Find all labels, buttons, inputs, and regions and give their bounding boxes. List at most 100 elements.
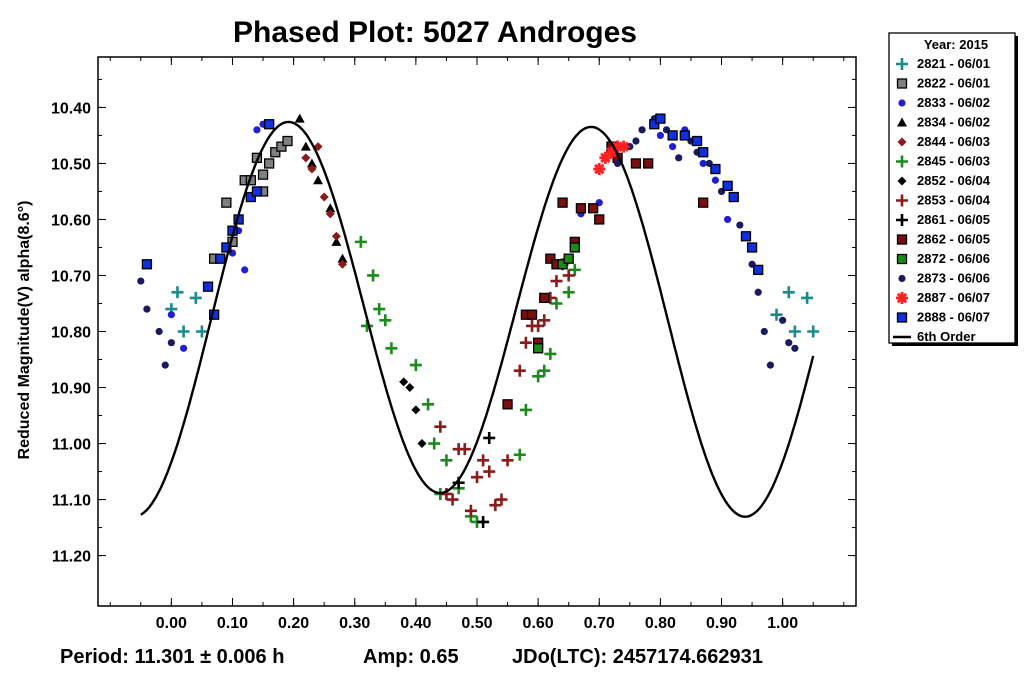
fit-curve <box>140 120 815 518</box>
data-point <box>253 126 261 134</box>
legend-fit-label: 6th Order <box>917 329 976 344</box>
data-point <box>698 147 709 158</box>
data-point <box>264 119 275 130</box>
data-point <box>655 113 666 124</box>
data-point <box>728 191 739 203</box>
legend-entry: 2888 - 06/07 <box>917 310 990 325</box>
data-point <box>550 275 563 288</box>
legend-entry: 2861 - 06/05 <box>917 212 990 227</box>
series-2887 <box>593 140 630 176</box>
data-point <box>276 141 287 152</box>
y-tick-label: 10.60 <box>51 212 91 229</box>
data-point <box>649 119 660 130</box>
y-tick-label: 10.50 <box>51 156 91 173</box>
series-2862 <box>502 141 709 410</box>
data-point <box>422 398 435 411</box>
data-point <box>667 130 678 141</box>
data-point <box>307 164 317 174</box>
x-tick-label: 0.90 <box>706 615 737 632</box>
data-point <box>143 305 151 313</box>
series-2852 <box>399 377 427 449</box>
y-tick-label: 11.20 <box>52 549 91 566</box>
data-point <box>669 143 677 151</box>
data-point <box>617 140 630 153</box>
y-tick-label: 10.90 <box>51 381 91 398</box>
x-tick-label: 0.30 <box>339 615 370 632</box>
data-point <box>409 359 422 372</box>
data-point <box>202 281 214 292</box>
data-point <box>489 499 502 512</box>
data-point <box>294 113 305 123</box>
data-point <box>502 399 513 410</box>
data-point <box>477 454 490 467</box>
data-point <box>638 126 646 134</box>
data-point <box>313 175 324 185</box>
legend-marker <box>898 274 906 283</box>
data-point <box>724 215 732 224</box>
data-point <box>753 264 764 276</box>
data-point <box>464 504 477 517</box>
data-point <box>167 311 175 319</box>
data-point <box>782 286 795 299</box>
data-point <box>532 319 545 332</box>
data-point <box>257 169 269 180</box>
legend-marker <box>896 155 908 168</box>
data-point <box>611 140 624 153</box>
data-point <box>563 253 574 264</box>
data-point <box>171 286 184 299</box>
data-point <box>562 286 575 299</box>
data-point <box>599 151 612 164</box>
data-point <box>791 344 799 352</box>
data-point <box>373 303 386 316</box>
data-point <box>699 159 707 168</box>
legend-entry: 2887 - 06/07 <box>917 290 990 305</box>
data-point <box>354 235 367 248</box>
data-point <box>428 437 441 450</box>
y-tick-label: 10.40 <box>51 100 91 117</box>
data-point <box>801 291 814 304</box>
legend-marker <box>897 176 907 186</box>
footer-amplitude: Amp: 0.65 <box>363 646 459 668</box>
legend-entry: 2821 - 06/01 <box>917 56 990 71</box>
x-tick-label: 0.70 <box>584 615 615 632</box>
data-point <box>379 314 392 327</box>
data-point <box>338 259 348 269</box>
data-point <box>594 214 605 225</box>
legend-title: Year: 2015 <box>924 37 988 52</box>
data-point <box>221 242 232 253</box>
data-point <box>477 515 490 528</box>
chart-title: Phased Plot: 5027 Androges <box>233 16 637 49</box>
data-point <box>760 327 768 336</box>
data-point <box>557 197 568 208</box>
data-point <box>587 203 599 214</box>
data-point <box>740 231 752 242</box>
legend-box <box>888 32 1016 344</box>
data-point <box>544 347 557 360</box>
data-point <box>215 253 226 264</box>
legend-marker <box>896 312 908 323</box>
x-tick-label: 0.20 <box>278 615 309 632</box>
legend-marker <box>897 137 907 147</box>
data-point <box>195 325 208 338</box>
data-point <box>568 263 581 276</box>
series-2834 <box>294 113 348 263</box>
data-point <box>785 339 793 347</box>
data-point <box>141 259 153 270</box>
data-point <box>483 431 496 444</box>
legend-entry: 2873 - 06/06 <box>917 271 990 286</box>
data-point <box>722 180 733 191</box>
data-points <box>137 113 820 528</box>
y-tick-label: 10.70 <box>51 268 91 285</box>
data-point <box>417 439 427 449</box>
data-point <box>189 291 202 304</box>
data-point <box>538 364 551 377</box>
series-2833 <box>167 120 732 352</box>
series-2821 <box>165 286 820 338</box>
data-point <box>325 203 336 213</box>
data-point <box>337 253 348 263</box>
series-2872 <box>532 242 580 354</box>
legend-marker <box>896 58 908 70</box>
data-point <box>221 197 232 208</box>
data-point <box>483 465 496 478</box>
legend: Year: 2015 2821 - 06/01 2822 - 06/01 2833 -… <box>888 32 1018 346</box>
